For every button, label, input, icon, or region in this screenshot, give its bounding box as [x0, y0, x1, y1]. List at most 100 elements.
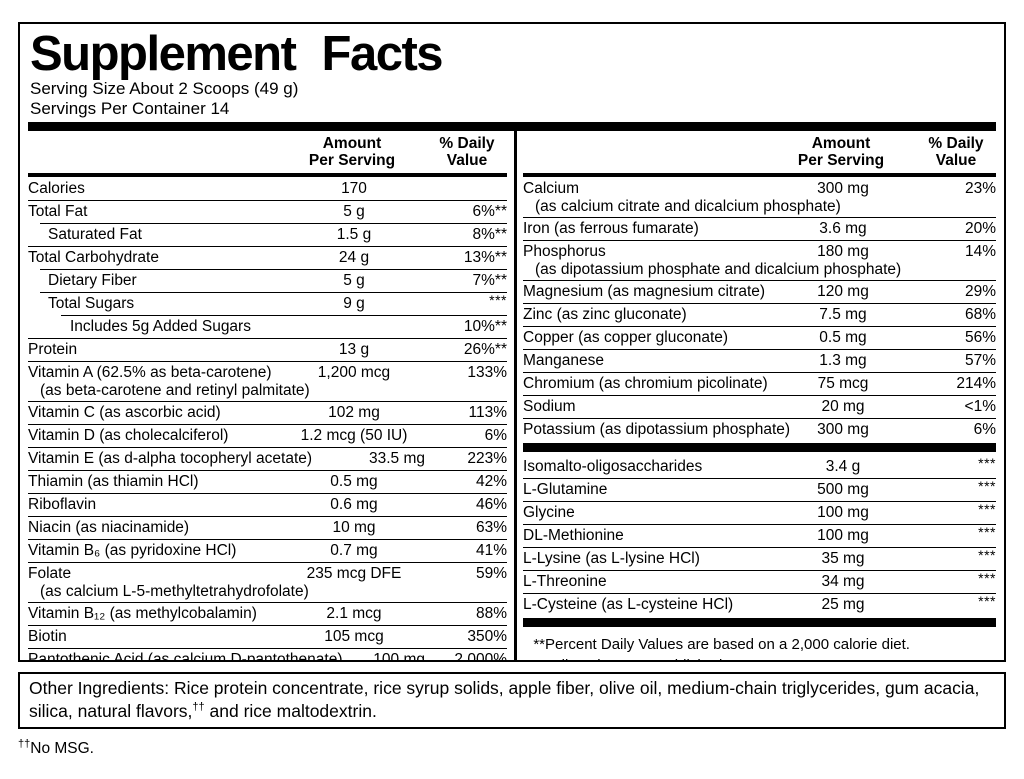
- nutrient-amount: 25 mg: [821, 596, 865, 614]
- nutrient-daily-value: 68%: [964, 306, 996, 324]
- nutrient-daily-value: 350%: [467, 628, 507, 646]
- nutrient-daily-value: 223%: [467, 450, 507, 468]
- amount-header-line2: Per Serving: [308, 152, 396, 170]
- table-row: Chromium (as chromium picolinate) 75 mcg 2…: [523, 371, 996, 395]
- nutrient-amount: 5 g: [343, 203, 365, 221]
- daily-value-header: % Daily Value: [916, 135, 996, 170]
- nutrient-amount: 100 mg: [817, 504, 869, 522]
- table-row: Pantothenic Acid (as calcium D-pantothen…: [28, 647, 507, 662]
- table-row: Magnesium (as magnesium citrate) 120 mg 29…: [523, 279, 996, 303]
- table-row: Glycine 100 mg ***: [523, 500, 996, 524]
- nutrient-name: Riboflavin: [28, 496, 97, 514]
- table-row: Thiamin (as thiamin HCl) 0.5 mg 42%: [28, 469, 507, 493]
- nutrient-name: Thiamin (as thiamin HCl): [28, 473, 199, 491]
- nutrient-name: Magnesium (as magnesium citrate): [523, 283, 766, 301]
- nutrient-daily-value: 13%**: [463, 249, 507, 267]
- amount-header-line1: Amount: [322, 134, 382, 152]
- nutrient-amount: 100 mg: [817, 527, 869, 545]
- nutrient-amount: 5 g: [343, 272, 365, 290]
- servings-per-container: Servings Per Container 14: [30, 98, 230, 118]
- table-row: L-Lysine (as L-lysine HCl) 35 mg ***: [523, 546, 996, 570]
- other-ingredients-label: Other Ingredients:: [29, 678, 170, 698]
- nutrient-name: Calcium: [523, 180, 579, 198]
- nutrient-name: L-Cysteine (as L-cysteine HCl): [523, 596, 734, 614]
- table-row: Zinc (as zinc gluconate) 7.5 mg 68%: [523, 302, 996, 326]
- footnote-not-established: ***Daily Value not established.: [525, 655, 996, 660]
- table-row: Isomalto-oligosaccharides 3.4 g ***: [523, 455, 996, 478]
- table-row: L-Cysteine (as L-cysteine HCl) 25 mg ***: [523, 592, 996, 616]
- nutrient-amount: 13 g: [338, 341, 370, 359]
- nutrient-amount: 1,200 mcg: [317, 364, 391, 382]
- nutrient-amount: 1.5 g: [336, 226, 372, 244]
- nutrient-amount: 75 mcg: [817, 375, 869, 393]
- nutrient-daily-value: 8%**: [472, 226, 507, 244]
- nutrient-amount: 10 mg: [332, 519, 376, 537]
- table-row: L-Glutamine 500 mg ***: [523, 477, 996, 501]
- nutrient-daily-value: 26%**: [463, 341, 507, 359]
- footnote-daily-values: **Percent Daily Values are based on a 2,…: [525, 635, 910, 653]
- table-row: Total Sugars 9 g ***: [28, 291, 507, 315]
- nutrient-name-line2: (as beta-carotene and retinyl palmitate): [40, 382, 310, 400]
- nutrient-daily-value: 20%: [964, 220, 996, 238]
- nutrient-name: DL-Methionine: [523, 527, 624, 545]
- nutrient-name: Dietary Fiber: [48, 272, 137, 290]
- right-column: Amount Per Serving % Daily Value Calcium…: [514, 130, 996, 660]
- nutrient-daily-value: ***: [978, 478, 996, 495]
- nutrient-name: Total Fat: [28, 203, 88, 221]
- nutrient-name: Saturated Fat: [48, 226, 142, 244]
- other-ingredients-text: Rice protein concentrate, rice syrup sol…: [29, 678, 980, 721]
- nutrient-daily-value: 42%: [475, 473, 507, 491]
- table-row: Vitamin B₁₂ (as methylcobalamin) 2.1 mcg 8…: [28, 601, 507, 625]
- nutrient-daily-value: 29%: [964, 283, 996, 301]
- dv-header-line1: % Daily: [439, 134, 495, 152]
- other-ingredients-box: Other Ingredients: Rice protein concentr…: [18, 672, 1006, 729]
- nutrient-amount: 33.5 mg: [368, 450, 425, 468]
- nutrient-amount: 120 mg: [817, 283, 869, 301]
- nutrient-name-line2: (as calcium L-5-methyltetrahydrofolate): [40, 583, 309, 601]
- section-divider-bar: [523, 443, 996, 453]
- nutrient-name: L-Threonine: [523, 573, 607, 591]
- nutrient-daily-value: <1%: [964, 398, 996, 416]
- table-row: Iron (as ferrous fumarate) 3.6 mg 20%: [523, 216, 996, 240]
- nutrient-daily-value: 6%: [484, 427, 507, 445]
- nutrient-name: Total Sugars: [48, 295, 135, 313]
- nutrient-name: Folate: [28, 565, 72, 583]
- nutrient-daily-value: 59%: [475, 565, 507, 583]
- nutrient-daily-value: ***: [978, 593, 996, 610]
- nutrient-amount: 170: [341, 180, 367, 198]
- other-ingredients-text-end: and rice maltodextrin.: [204, 700, 377, 721]
- nutrient-name: Manganese: [523, 352, 605, 370]
- nutrient-name: Vitamin D (as cholecalciferol): [28, 427, 229, 445]
- dv-header-line2: Value: [935, 152, 977, 170]
- table-row: Total Fat 5 g 6%**: [28, 199, 507, 223]
- table-row: Niacin (as niacinamide) 10 mg 63%: [28, 515, 507, 539]
- nutrient-daily-value: 2,000%: [454, 651, 507, 662]
- nutrient-name: Iron (as ferrous fumarate): [523, 220, 699, 238]
- table-row: Total Carbohydrate 24 g 13%**: [28, 245, 507, 269]
- nutrient-amount: 102 mg: [328, 404, 380, 422]
- nutrient-name: Biotin: [28, 628, 67, 646]
- msg-note: ††No MSG.: [18, 738, 94, 758]
- table-row: Calories 170: [28, 177, 507, 200]
- nutrient-name: Potassium (as dipotassium phosphate): [523, 421, 791, 439]
- table-row: DL-Methionine 100 mg ***: [523, 523, 996, 547]
- nutrient-daily-value: 133%: [467, 364, 507, 382]
- right-column-header: Amount Per Serving % Daily Value: [523, 131, 996, 177]
- table-row: Potassium (as dipotassium phosphate) 300 …: [523, 417, 996, 441]
- table-row: Includes 5g Added Sugars 10%**: [28, 314, 507, 338]
- nutrient-name: Vitamin B₁₂ (as methylcobalamin): [28, 605, 257, 623]
- nutrient-amount: 9 g: [343, 295, 365, 313]
- nutrient-name: Chromium (as chromium picolinate): [523, 375, 768, 393]
- table-row: Vitamin C (as ascorbic acid) 102 mg 113%: [28, 400, 507, 424]
- nutrient-daily-value: 214%: [956, 375, 996, 393]
- nutrient-daily-value: 6%: [973, 421, 996, 439]
- table-row: Vitamin A (62.5% as beta-carotene) 1,200 …: [28, 360, 507, 401]
- table-row: L-Threonine 34 mg ***: [523, 569, 996, 593]
- nutrient-name-line2: (as calcium citrate and dicalcium phosph…: [535, 198, 841, 216]
- nutrient-name: Glycine: [523, 504, 575, 522]
- nutrient-name: Phosphorus: [523, 243, 606, 261]
- table-row: Vitamin B₆ (as pyridoxine HCl) 0.7 mg 41%: [28, 538, 507, 562]
- nutrient-daily-value: ***: [978, 501, 996, 518]
- nutrient-daily-value: 88%: [475, 605, 507, 623]
- nutrient-amount: 0.6 mg: [330, 496, 378, 514]
